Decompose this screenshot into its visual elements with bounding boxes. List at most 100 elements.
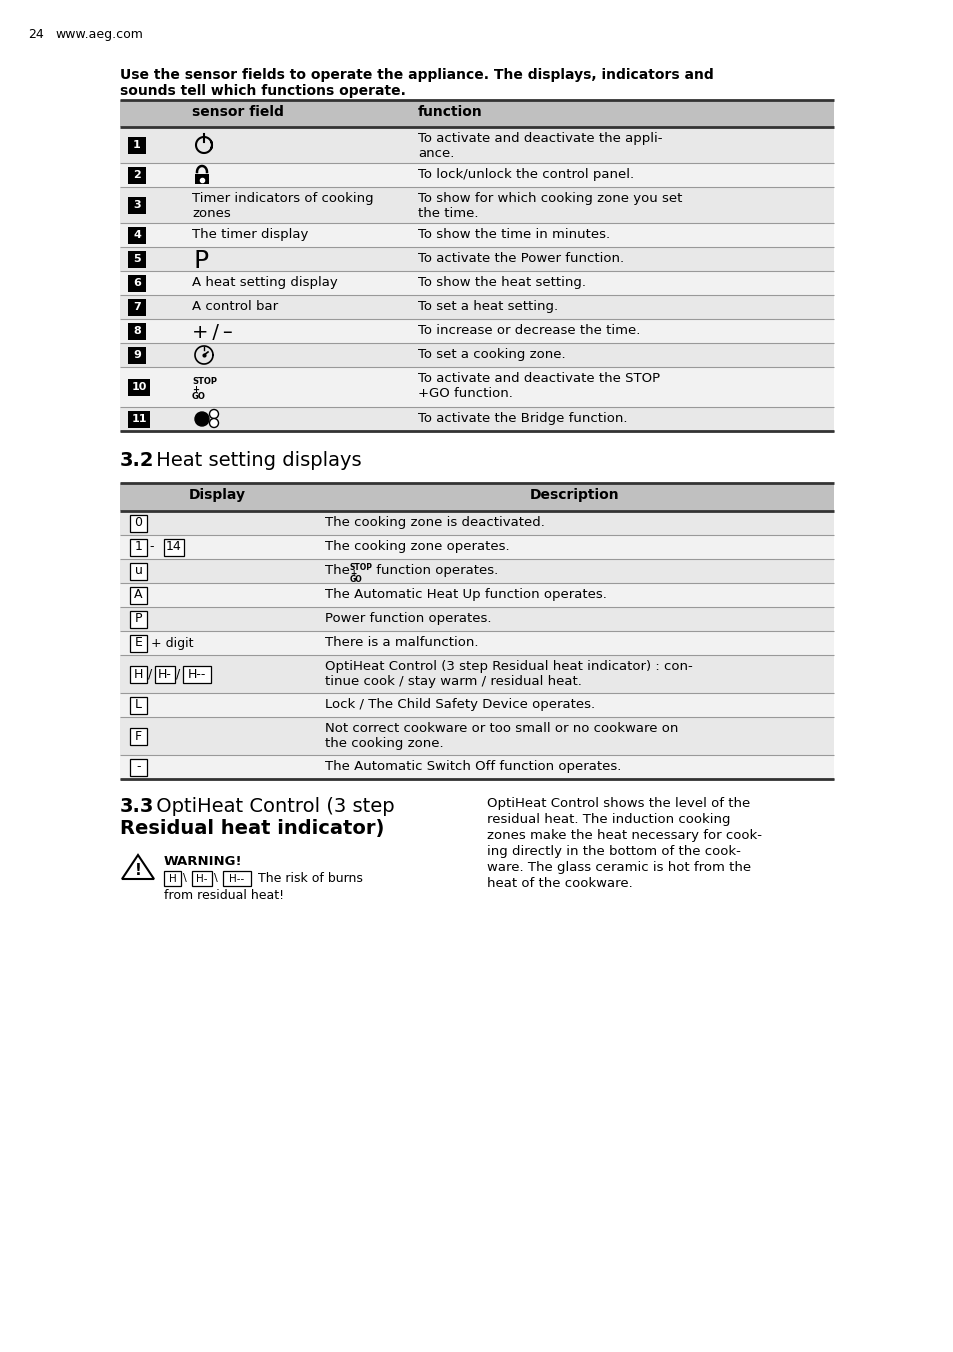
- Text: 0: 0: [134, 516, 142, 530]
- Bar: [120, 511, 833, 535]
- Text: + digit: + digit: [151, 637, 193, 649]
- Text: + / –: + / –: [192, 323, 233, 342]
- Text: Lock / The Child Safety Device operates.: Lock / The Child Safety Device operates.: [325, 698, 595, 711]
- Circle shape: [210, 410, 218, 419]
- Text: 9: 9: [132, 350, 141, 360]
- Text: To show for which cooking zone you set: To show for which cooking zone you set: [417, 192, 681, 206]
- Polygon shape: [122, 854, 153, 879]
- Text: 24: 24: [28, 28, 44, 41]
- Text: F: F: [134, 730, 142, 742]
- Text: the time.: the time.: [417, 207, 478, 220]
- Bar: [120, 607, 833, 631]
- Text: To increase or decrease the time.: To increase or decrease the time.: [417, 324, 639, 337]
- Text: Power function operates.: Power function operates.: [325, 612, 491, 625]
- Text: OptiHeat Control shows the level of the: OptiHeat Control shows the level of the: [486, 796, 749, 810]
- Text: H--: H--: [229, 873, 244, 883]
- Text: 14: 14: [166, 541, 182, 553]
- Bar: [130, 538, 147, 556]
- Circle shape: [194, 412, 209, 426]
- Text: Use the sensor fields to operate the appliance. The displays, indicators and: Use the sensor fields to operate the app…: [120, 68, 713, 82]
- Text: Heat setting displays: Heat setting displays: [150, 452, 361, 470]
- Bar: [128, 137, 146, 154]
- Text: H-: H-: [158, 668, 172, 680]
- Text: 6: 6: [132, 279, 141, 288]
- Bar: [130, 696, 147, 714]
- Bar: [128, 299, 146, 315]
- Bar: [120, 343, 833, 366]
- Text: Display: Display: [189, 488, 246, 502]
- Bar: [120, 694, 833, 717]
- Bar: [120, 366, 833, 407]
- Text: H-: H-: [196, 873, 208, 883]
- Bar: [120, 535, 833, 558]
- Bar: [128, 166, 146, 184]
- Bar: [128, 323, 146, 339]
- Text: 3.2: 3.2: [120, 452, 154, 470]
- Bar: [130, 611, 147, 627]
- Text: function: function: [417, 105, 482, 119]
- Text: \: \: [183, 873, 187, 883]
- Text: To activate the Bridge function.: To activate the Bridge function.: [417, 412, 627, 425]
- Text: To activate and deactivate the STOP: To activate and deactivate the STOP: [417, 372, 659, 385]
- Text: A control bar: A control bar: [192, 300, 278, 314]
- Text: ware. The glass ceramic is hot from the: ware. The glass ceramic is hot from the: [486, 861, 750, 873]
- Circle shape: [210, 419, 218, 427]
- Text: To activate the Power function.: To activate the Power function.: [417, 251, 623, 265]
- Bar: [120, 654, 833, 694]
- Bar: [128, 196, 146, 214]
- Bar: [120, 319, 833, 343]
- Bar: [192, 871, 212, 886]
- Bar: [120, 407, 833, 431]
- Text: The Automatic Switch Off function operates.: The Automatic Switch Off function operat…: [325, 760, 620, 773]
- Text: 8: 8: [133, 326, 141, 337]
- Bar: [164, 538, 184, 556]
- Text: GO: GO: [192, 392, 206, 402]
- Text: \: \: [213, 873, 217, 883]
- Text: Not correct cookware or too small or no cookware on: Not correct cookware or too small or no …: [325, 722, 678, 735]
- Text: Residual heat indicator): Residual heat indicator): [120, 819, 384, 838]
- Text: 3: 3: [133, 200, 141, 210]
- Text: P: P: [134, 612, 142, 626]
- Bar: [120, 631, 833, 654]
- Text: GO: GO: [350, 575, 362, 584]
- Text: www.aeg.com: www.aeg.com: [55, 28, 143, 41]
- Text: zones make the heat necessary for cook-: zones make the heat necessary for cook-: [486, 829, 761, 842]
- Bar: [128, 379, 150, 396]
- Text: L: L: [135, 699, 142, 711]
- Text: the cooking zone.: the cooking zone.: [325, 737, 443, 750]
- Text: WARNING!: WARNING!: [164, 854, 242, 868]
- Bar: [154, 665, 174, 683]
- Text: 10: 10: [132, 383, 147, 392]
- Bar: [164, 871, 181, 886]
- Text: To show the time in minutes.: To show the time in minutes.: [417, 228, 610, 241]
- Text: -: -: [136, 760, 141, 773]
- Text: The cooking zone operates.: The cooking zone operates.: [325, 539, 509, 553]
- Text: zones: zones: [192, 207, 231, 220]
- Bar: [120, 583, 833, 607]
- Text: The timer display: The timer display: [192, 228, 308, 241]
- Bar: [130, 562, 147, 580]
- Text: H: H: [169, 873, 176, 883]
- Bar: [130, 587, 147, 603]
- Text: H: H: [133, 668, 143, 680]
- Bar: [130, 758, 147, 776]
- Bar: [130, 634, 147, 652]
- Text: /: /: [175, 668, 180, 680]
- Text: The: The: [325, 564, 354, 577]
- Text: 5: 5: [133, 254, 141, 264]
- Bar: [120, 270, 833, 295]
- Text: +: +: [192, 385, 199, 393]
- Text: 4: 4: [132, 230, 141, 241]
- Text: 11: 11: [132, 414, 147, 425]
- Text: The Automatic Heat Up function operates.: The Automatic Heat Up function operates.: [325, 588, 606, 602]
- Text: To show the heat setting.: To show the heat setting.: [417, 276, 585, 289]
- Bar: [130, 727, 147, 745]
- Text: 2: 2: [133, 170, 141, 180]
- Bar: [130, 665, 147, 683]
- Text: u: u: [134, 565, 142, 577]
- Text: To set a heat setting.: To set a heat setting.: [417, 300, 558, 314]
- Text: +: +: [350, 569, 355, 579]
- Text: STOP: STOP: [350, 562, 373, 572]
- Text: OptiHeat Control (3 step Residual heat indicator) : con-: OptiHeat Control (3 step Residual heat i…: [325, 660, 692, 673]
- Text: 1: 1: [134, 541, 142, 553]
